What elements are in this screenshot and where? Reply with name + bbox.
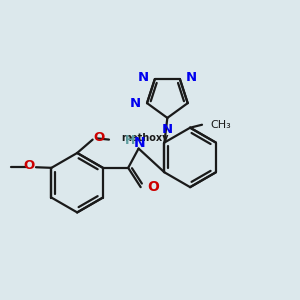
Text: N: N bbox=[138, 71, 149, 84]
Text: N: N bbox=[134, 136, 145, 150]
Text: O: O bbox=[24, 159, 35, 172]
Text: O: O bbox=[94, 131, 105, 144]
Text: N: N bbox=[186, 71, 197, 84]
Text: methoxy: methoxy bbox=[122, 134, 169, 143]
Text: N: N bbox=[162, 123, 173, 136]
Text: H: H bbox=[125, 134, 136, 147]
Text: N: N bbox=[130, 97, 141, 110]
Text: O: O bbox=[147, 180, 159, 194]
Text: CH₃: CH₃ bbox=[210, 120, 231, 130]
